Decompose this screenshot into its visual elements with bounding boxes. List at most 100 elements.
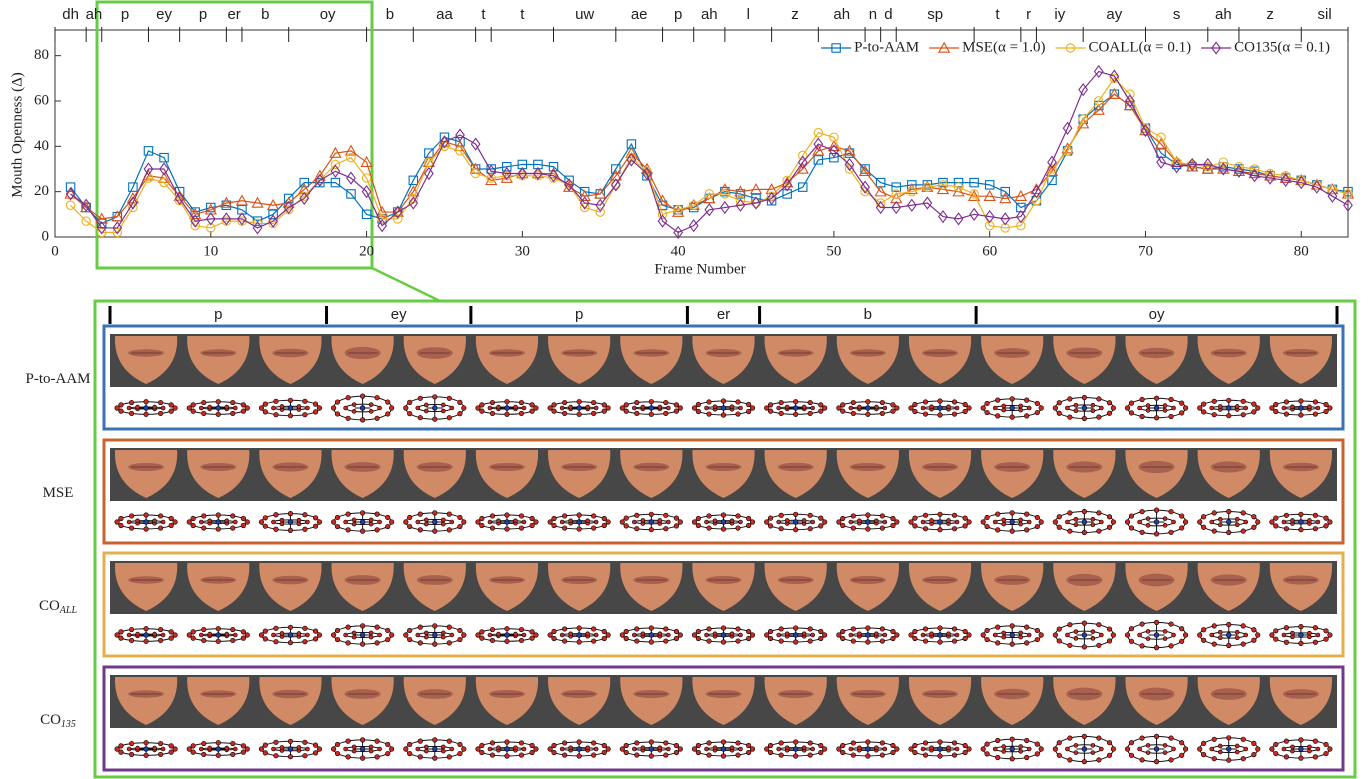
landmark-point bbox=[1140, 736, 1145, 741]
landmark-point bbox=[530, 516, 535, 521]
landmark-point bbox=[696, 409, 701, 414]
landmark-point bbox=[1140, 414, 1145, 419]
landmark-center bbox=[1010, 406, 1015, 411]
landmark-point bbox=[692, 520, 697, 525]
landmark-point bbox=[360, 756, 365, 761]
landmark-point bbox=[241, 636, 246, 641]
y-tick-label: 0 bbox=[42, 228, 50, 244]
landmark-point bbox=[303, 412, 308, 417]
landmark-point bbox=[1027, 520, 1031, 524]
phoneme-label: ah bbox=[86, 6, 103, 23]
landmark-point bbox=[1154, 396, 1159, 401]
landmark-point bbox=[1212, 399, 1217, 404]
landmark-point bbox=[930, 632, 934, 636]
phoneme-label: t bbox=[995, 6, 1000, 23]
landmark-point bbox=[851, 411, 856, 416]
landmark-point bbox=[1125, 633, 1130, 638]
landmark-point bbox=[297, 518, 301, 522]
landmark-point bbox=[331, 406, 336, 411]
landmark-point bbox=[344, 520, 348, 524]
landmark-point bbox=[981, 633, 986, 638]
landmark-point bbox=[739, 520, 743, 524]
landmark-point bbox=[1065, 520, 1069, 524]
phoneme-label: uw bbox=[575, 6, 594, 23]
landmark-point bbox=[635, 526, 640, 531]
landmark-center bbox=[865, 633, 870, 638]
landmark-point bbox=[297, 631, 301, 635]
landmark-point bbox=[513, 519, 517, 523]
landmark-point bbox=[1324, 637, 1329, 642]
landmark-point bbox=[1244, 747, 1248, 751]
landmark-center bbox=[577, 633, 582, 638]
row-label: CO135 bbox=[40, 712, 76, 730]
landmark-point bbox=[1244, 406, 1248, 410]
landmark-point bbox=[1140, 758, 1145, 763]
landmark-point bbox=[346, 755, 351, 760]
landmark-point bbox=[1299, 512, 1304, 517]
landmark-point bbox=[851, 514, 856, 519]
legend-item: COALL(α = 0.1) bbox=[1056, 39, 1192, 55]
landmark-point bbox=[1024, 398, 1029, 403]
landmark-point bbox=[1172, 633, 1176, 637]
landmark-point bbox=[158, 526, 163, 531]
landmark-point bbox=[331, 520, 336, 525]
landmark-center bbox=[721, 406, 726, 411]
landmark-point bbox=[938, 413, 943, 418]
landmark-point bbox=[674, 524, 679, 529]
landmark-point bbox=[344, 406, 348, 410]
landmark-point bbox=[335, 628, 340, 633]
landmark-point bbox=[779, 411, 784, 416]
landmark-point bbox=[779, 753, 784, 758]
landmark-point bbox=[818, 403, 823, 408]
legend-label: COALL(α = 0.1) bbox=[1089, 39, 1192, 55]
landmark-point bbox=[909, 406, 914, 411]
landmark-point bbox=[385, 400, 390, 405]
row-label: P-to-AAM bbox=[25, 371, 90, 387]
landmark-point bbox=[1010, 415, 1015, 420]
landmark-point bbox=[577, 740, 582, 745]
landmark-center bbox=[721, 747, 726, 752]
landmark-point bbox=[1172, 406, 1176, 410]
landmark-point bbox=[811, 633, 815, 637]
landmark-point bbox=[1074, 636, 1078, 640]
landmark-point bbox=[1169, 509, 1174, 514]
landmark-point bbox=[750, 747, 755, 752]
landmark-point bbox=[1270, 520, 1275, 525]
phoneme-label: b bbox=[386, 6, 394, 23]
landmark-point bbox=[1074, 523, 1078, 527]
landmark-point bbox=[963, 750, 968, 755]
landmark-point bbox=[534, 747, 539, 752]
landmark-point bbox=[1290, 745, 1294, 749]
landmark-point bbox=[577, 626, 582, 631]
landmark-point bbox=[432, 395, 437, 400]
landmark-point bbox=[259, 520, 264, 525]
landmark-point bbox=[1154, 508, 1159, 513]
landmark-point bbox=[1226, 398, 1231, 403]
landmark-point bbox=[602, 750, 607, 755]
landmark-point bbox=[1097, 397, 1102, 402]
landmark-point bbox=[851, 753, 856, 758]
landmark-point bbox=[1039, 406, 1044, 411]
landmark-point bbox=[696, 743, 701, 748]
landmark-point bbox=[577, 754, 582, 759]
landmark-point bbox=[1035, 637, 1040, 642]
landmark-point bbox=[857, 405, 861, 409]
landmark-point bbox=[721, 413, 726, 418]
landmark-point bbox=[1226, 509, 1231, 514]
landmark-point bbox=[664, 753, 669, 758]
landmark-point bbox=[488, 520, 492, 524]
landmark-point bbox=[635, 753, 640, 758]
phoneme-label: ah bbox=[1215, 6, 1232, 23]
landmark-point bbox=[1099, 633, 1103, 637]
y-axis-label: Mouth Openness (Δ) bbox=[9, 72, 25, 197]
landmark-point bbox=[1024, 625, 1029, 630]
landmark-point bbox=[664, 411, 669, 416]
landmark-point bbox=[1019, 745, 1023, 749]
landmark-point bbox=[624, 403, 629, 408]
landmark-point bbox=[450, 747, 454, 751]
landmark-point bbox=[930, 746, 934, 750]
landmark-point bbox=[522, 520, 526, 524]
y-tick-label: 40 bbox=[34, 138, 49, 154]
landmark-point bbox=[505, 740, 510, 745]
landmark-point bbox=[416, 747, 420, 751]
